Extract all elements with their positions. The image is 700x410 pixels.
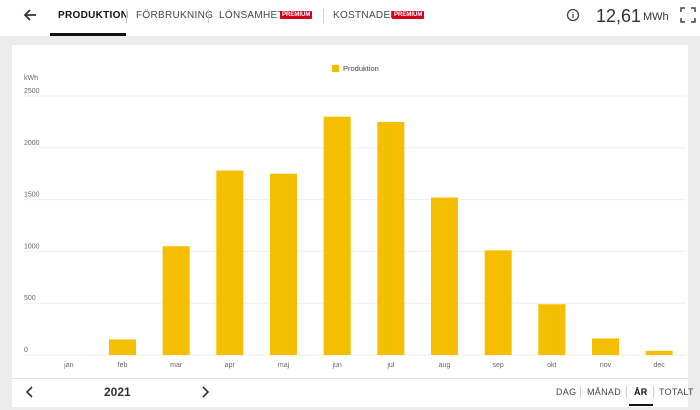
x-tick-label: nov: [600, 362, 612, 369]
x-tick-label: aug: [439, 362, 451, 369]
x-tick-label: jul: [386, 362, 394, 369]
bar: [109, 339, 136, 355]
info-icon[interactable]: [566, 8, 580, 22]
x-tick-label: maj: [278, 362, 290, 369]
x-tick-label: okt: [547, 362, 556, 369]
y-tick-label: 1500: [24, 192, 40, 199]
period-option[interactable]: DAG: [556, 387, 577, 397]
bar: [592, 338, 619, 355]
period-option[interactable]: TOTALT: [659, 387, 694, 397]
x-tick-label: dec: [654, 362, 666, 369]
separator: [626, 386, 627, 398]
fullscreen-button[interactable]: [680, 7, 696, 23]
bar: [270, 173, 297, 355]
separator: [580, 386, 581, 398]
separator: [126, 9, 127, 23]
bar: [431, 197, 458, 355]
bar: [323, 116, 351, 355]
x-tick-label: apr: [225, 362, 236, 369]
y-tick-label: 1000: [24, 243, 40, 250]
separator: [208, 9, 209, 23]
top-bar: PRODUKTION FÖRBRUKNING LÖNSAMHET PREMIUM…: [0, 0, 700, 36]
total-value: 12,61: [596, 6, 642, 26]
bar: [216, 170, 244, 355]
bar: [484, 250, 512, 355]
tab[interactable]: FÖRBRUKNING: [136, 10, 214, 21]
x-tick-label: sep: [493, 362, 504, 369]
year-label: 2021: [104, 385, 131, 399]
y-axis-label: kWh: [24, 75, 38, 82]
tab-indicator: [50, 33, 126, 36]
bar: [538, 304, 566, 355]
chart: kWh 0 500 1000 1500 2000 2500 Produktion jan feb m…: [24, 64, 686, 369]
legend-label: Produktion: [343, 64, 379, 73]
separator: [653, 386, 654, 398]
tab[interactable]: LÖNSAMHET: [219, 10, 284, 21]
x-tick-label: feb: [118, 362, 128, 369]
period-option[interactable]: ÅR: [634, 387, 648, 397]
total-unit: MWh: [643, 11, 669, 23]
premium-badge: PREMIUM: [280, 11, 313, 19]
x-tick-label: jun: [331, 362, 341, 369]
period-option[interactable]: MÅNAD: [587, 387, 622, 397]
y-tick-label: 500: [24, 295, 36, 302]
bar: [645, 350, 673, 355]
y-tick-label: 2000: [24, 140, 40, 147]
bar: [162, 246, 190, 355]
back-button[interactable]: [22, 7, 38, 23]
next-button[interactable]: [198, 385, 212, 399]
separator: [323, 9, 324, 23]
period-indicator: [629, 404, 653, 406]
x-tick-label: mar: [170, 362, 183, 369]
y-tick-label: 0: [24, 347, 28, 354]
bar: [377, 121, 405, 356]
divider: [12, 378, 688, 379]
premium-badge: PREMIUM: [392, 11, 425, 19]
x-tick-label: jan: [63, 362, 73, 369]
tab[interactable]: PRODUKTION: [58, 10, 129, 21]
legend-swatch: [332, 65, 339, 72]
tab[interactable]: KOSTNADER: [333, 10, 398, 21]
prev-button[interactable]: [23, 385, 37, 399]
y-tick-label: 2500: [24, 88, 40, 95]
